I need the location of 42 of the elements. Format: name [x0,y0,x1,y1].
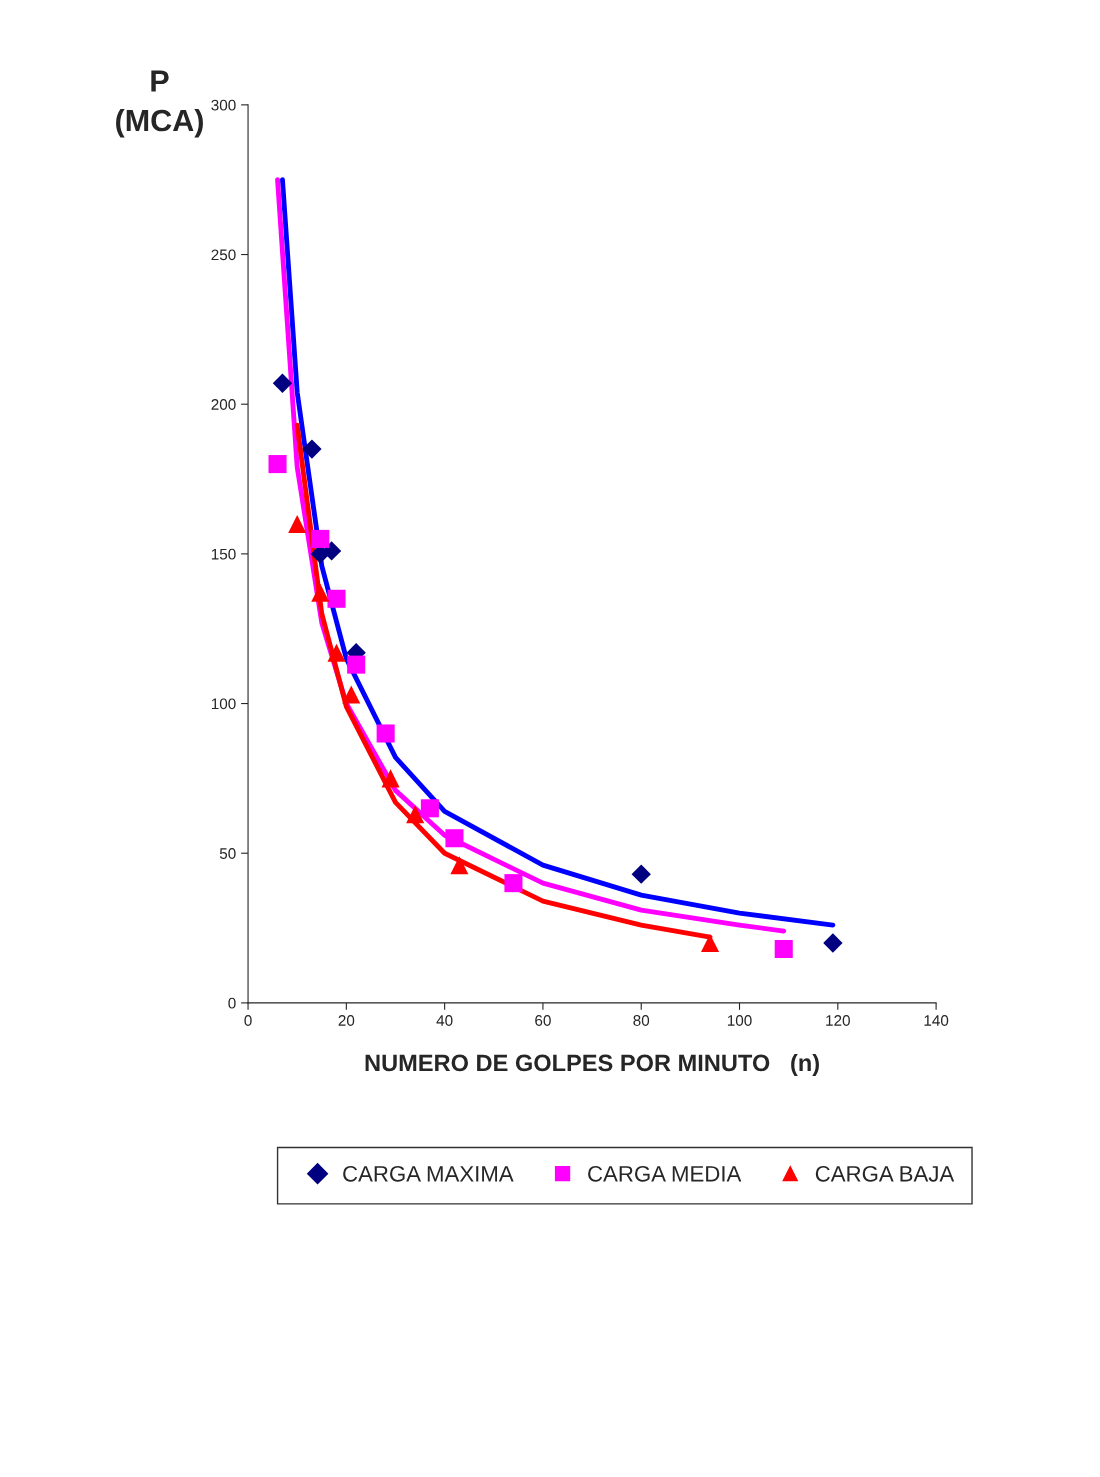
x-tick-label: 100 [727,1015,752,1026]
legend-label: CARGA MAXIMA [343,1165,514,1182]
point [311,583,330,602]
x-tick-label: 20 [338,1015,355,1026]
x-tick-label: 60 [535,1015,551,1026]
x-tick-label: 120 [826,1015,850,1026]
point [347,655,366,674]
point [376,724,395,743]
y-tick-label: 100 [211,698,236,710]
point [701,933,720,953]
point [823,933,843,953]
point [445,829,464,848]
point [450,856,469,875]
point [406,805,425,824]
y-tick-label: 50 [219,848,236,859]
y-tick-label: 0 [228,997,236,1009]
x-tick-label: 140 [924,1015,949,1026]
point [311,529,330,548]
x-tick-label: 0 [244,1015,252,1026]
point [504,874,523,893]
point [272,373,293,393]
x-tick-label: 80 [633,1015,650,1026]
point [631,864,651,884]
y-axis-title: P (MCA) [116,70,203,138]
point [321,541,342,561]
legend-label: CARGA BAJA [815,1165,955,1182]
x-tick-label: 40 [436,1015,453,1026]
y-tick-label: 300 [211,99,236,111]
point [327,589,346,608]
y-tick-label: 150 [211,548,236,560]
x-axis-title: NUMERO DE GOLPES POR MINUTO (n) [365,1053,819,1076]
point [381,769,400,788]
point [327,643,346,662]
y-tick-label: 200 [211,399,236,410]
point [302,439,322,459]
y-tick-label: 250 [211,249,236,261]
point [420,799,439,818]
point [774,939,793,959]
legend-label: CARGA MEDIA [588,1165,742,1182]
point [342,685,361,704]
point [268,455,287,474]
point [288,514,307,533]
